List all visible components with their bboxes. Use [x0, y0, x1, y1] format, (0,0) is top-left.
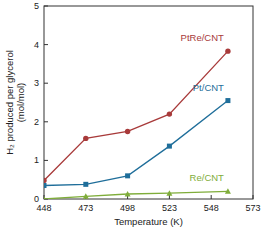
marker	[44, 178, 47, 183]
x-tick	[211, 195, 212, 199]
series-label: PtRe/CNT	[181, 32, 224, 43]
marker	[125, 173, 130, 178]
y-tick	[44, 121, 48, 122]
y-tick-label: 0	[34, 194, 39, 204]
marker	[44, 196, 47, 199]
x-tick-label: 573	[245, 203, 260, 213]
y-tick	[44, 160, 48, 161]
series-line	[44, 51, 228, 180]
marker	[167, 111, 172, 116]
y-axis-label: H₂ produced per glycerol	[4, 50, 15, 155]
y-tick-label: 1	[34, 155, 39, 165]
marker	[225, 48, 230, 53]
y-tick-label: 2	[34, 117, 39, 127]
plot-frame	[44, 6, 253, 199]
y-axis-label: (mol/mol)	[15, 83, 26, 123]
series-line	[44, 101, 228, 186]
series-label: Re/CNT	[190, 172, 225, 183]
y-tick-label: 3	[34, 78, 39, 88]
y-tick	[44, 44, 48, 45]
y-tick-label: 4	[34, 40, 39, 50]
marker	[125, 129, 130, 134]
x-tick-label: 523	[162, 203, 177, 213]
marker	[125, 191, 131, 197]
plot-marks	[44, 48, 231, 199]
y-tick	[44, 83, 48, 84]
marker	[225, 188, 231, 194]
x-tick-label: 473	[78, 203, 93, 213]
x-tick-label: 448	[36, 203, 51, 213]
marker	[225, 98, 230, 103]
x-axis-label: Temperature (K)	[114, 216, 183, 227]
marker	[44, 183, 47, 188]
marker	[83, 182, 88, 187]
y-tick-label: 5	[34, 1, 39, 11]
series-label: Pt/CNT	[193, 82, 224, 93]
marker	[167, 144, 172, 149]
marker	[83, 193, 89, 199]
marker	[166, 190, 172, 196]
x-tick-label: 498	[120, 203, 135, 213]
series-line	[44, 191, 228, 199]
x-tick-label: 548	[204, 203, 219, 213]
chart: 448 473 498 523 548 573 0 1 2 3 4 5 Temperature (K) H…	[0, 0, 265, 230]
marker	[83, 136, 88, 141]
